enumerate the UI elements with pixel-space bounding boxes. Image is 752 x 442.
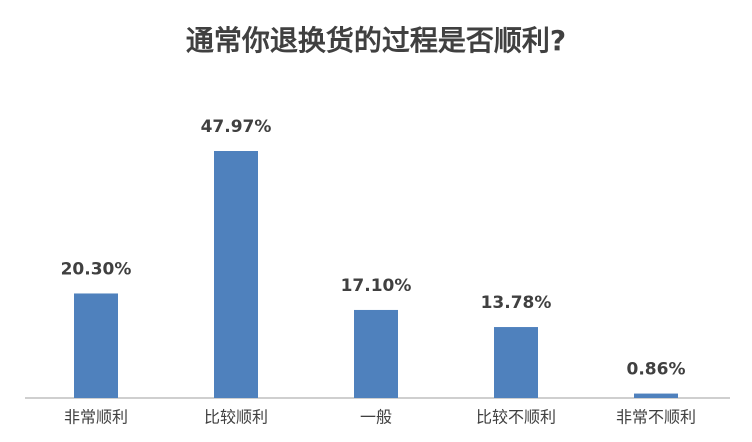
x-tick-label: 非常顺利 [64,408,128,427]
bar [74,293,118,398]
bar [634,393,678,398]
value-label: 20.30% [61,259,132,279]
value-label: 0.86% [627,360,686,380]
bar [354,309,398,398]
chart-title: 通常你退换货的过程是否顺利? [186,24,566,57]
bar [214,151,258,398]
value-label: 47.97% [201,117,272,137]
x-tick-label: 比较不顺利 [476,408,556,427]
x-tick-label: 比较顺利 [204,408,268,427]
x-tick-label: 非常不顺利 [616,408,696,427]
value-label: 13.78% [481,293,552,313]
value-label: 17.10% [341,276,412,296]
x-tick-label: 一般 [360,408,392,427]
bar [494,327,538,398]
